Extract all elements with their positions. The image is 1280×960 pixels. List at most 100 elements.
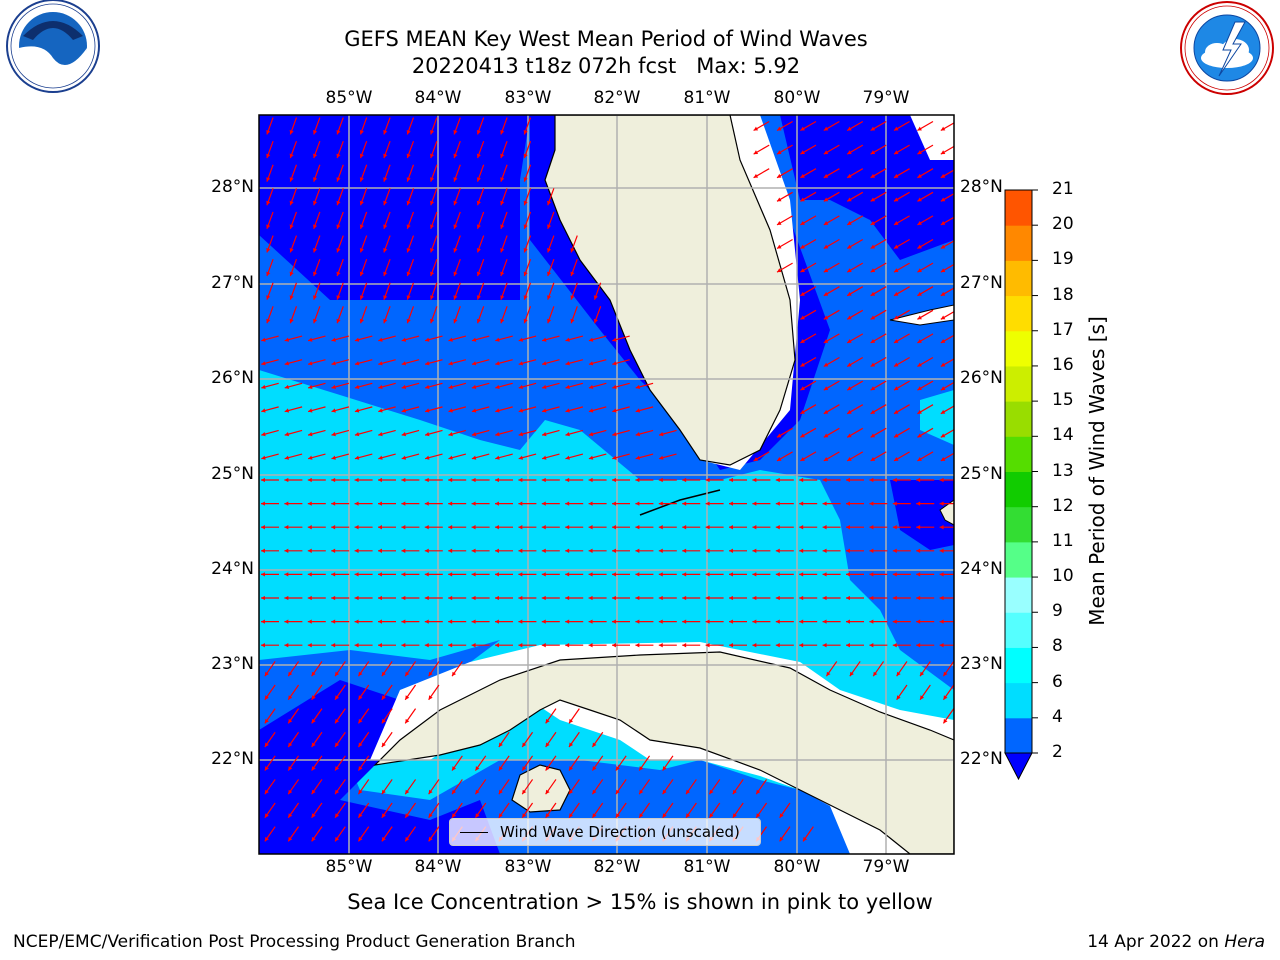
wave-arrow-head	[658, 619, 663, 624]
wave-arrow-head	[308, 384, 313, 389]
wave-arrow-head	[682, 477, 687, 483]
lon-tick-top: 85°W	[325, 88, 373, 108]
wave-arrow-head	[430, 295, 435, 300]
wave-arrow-head	[658, 501, 663, 506]
wave-arrow-head	[471, 455, 477, 460]
colorbar-title: Mean Period of Wind Waves [s]	[1085, 316, 1109, 626]
wave-arrow-head	[523, 200, 528, 206]
wave-arrow-head	[635, 455, 641, 460]
wave-arrow-head	[405, 836, 410, 842]
wave-arrow-head	[358, 813, 363, 818]
lat-tick-right: 22°N	[960, 749, 1003, 769]
colorbar-segment	[1005, 436, 1032, 472]
wave-arrow-head	[752, 477, 757, 483]
wave-arrow-head	[870, 409, 876, 414]
wave-arrow-head	[308, 337, 313, 342]
wave-arrow-head	[870, 386, 876, 391]
wave-arrow-head	[894, 244, 899, 249]
wave-arrow-head	[452, 671, 457, 677]
wave-arrow-head	[752, 548, 757, 553]
wave-arrow-head	[940, 386, 946, 391]
wave-arrow-head	[307, 477, 312, 483]
wave-arrow-head	[378, 361, 383, 366]
colorbar-tick-label: 2	[1052, 742, 1063, 762]
wave-arrow-head	[846, 643, 850, 648]
colorbar	[1004, 189, 1038, 781]
wave-arrow-head	[476, 271, 481, 277]
wave-arrow-head	[331, 643, 336, 648]
wave-arrow-head	[752, 501, 757, 506]
wave-arrow-head	[288, 789, 293, 795]
wave-arrow-head	[799, 501, 804, 506]
wave-arrow-head	[453, 224, 458, 229]
wave-arrow-head	[307, 572, 312, 577]
chart-title: GEFS MEAN Key West Mean Period of Wind W…	[344, 27, 868, 51]
wave-arrow-head	[869, 477, 874, 483]
wave-arrow-head	[430, 248, 435, 253]
wave-arrow-head	[311, 789, 316, 795]
wave-arrow-head	[523, 224, 528, 229]
wave-arrow-head	[940, 457, 946, 461]
wave-arrow-head	[777, 173, 782, 178]
wave-arrow-head	[425, 337, 430, 342]
wave-arrow-head	[588, 525, 593, 530]
wave-arrow-head	[498, 742, 503, 747]
wave-arrow-head	[822, 477, 827, 483]
wave-arrow-head	[849, 671, 854, 677]
wave-arrow-head	[892, 525, 897, 530]
wave-arrow-head	[266, 177, 271, 182]
wave-arrow-head	[358, 742, 363, 747]
colorbar-tick-label: 16	[1052, 354, 1074, 375]
wave-arrow-head	[870, 150, 876, 155]
wave-arrow-head	[266, 271, 271, 277]
wave-arrow-head	[612, 619, 616, 624]
wave-arrow-head	[448, 432, 453, 437]
wave-arrow-head	[425, 361, 430, 366]
legend-label: Wind Wave Direction (unscaled)	[500, 823, 740, 841]
wave-arrow-head	[406, 318, 411, 324]
colorbar-segment	[1005, 541, 1032, 578]
wave-arrow-head	[822, 643, 827, 648]
wave-arrow-head	[800, 244, 805, 249]
wave-arrow-head	[775, 501, 780, 506]
wave-arrow-head	[565, 619, 570, 624]
wave-arrow-head	[565, 477, 570, 483]
wave-arrow-head	[428, 671, 433, 677]
wave-arrow-head	[425, 455, 430, 460]
wave-arrow-head	[658, 595, 663, 601]
wave-arrow-head	[261, 619, 265, 624]
wave-arrow-head	[799, 619, 804, 624]
wave-arrow-head	[870, 362, 876, 367]
wave-arrow-head	[917, 268, 922, 273]
wave-arrow-head	[565, 408, 570, 413]
wave-arrow-head	[448, 455, 453, 460]
wave-arrow-head	[588, 477, 593, 483]
lon-tick-bottom: 85°W	[325, 857, 373, 877]
lon-tick-top: 81°W	[683, 88, 731, 108]
wave-arrow-head	[523, 318, 528, 324]
wave-arrow-head	[635, 477, 640, 483]
wave-arrow-head	[378, 337, 383, 342]
wave-arrow-head	[378, 619, 382, 624]
wave-arrow-head	[894, 362, 899, 367]
wave-arrow-head	[430, 177, 435, 182]
wave-arrow-head	[495, 619, 499, 624]
wave-arrow-head	[284, 548, 289, 553]
colorbar-tick-label: 9	[1052, 601, 1063, 622]
wave-arrow-head	[777, 244, 782, 249]
wave-arrow-head	[823, 457, 829, 461]
wave-arrow-head	[612, 643, 616, 648]
wave-arrow-head	[752, 643, 757, 648]
wave-arrow-head	[870, 268, 876, 273]
wave-arrow-head	[920, 695, 925, 700]
wave-arrow-head	[541, 501, 546, 506]
wave-arrow-head	[940, 433, 946, 438]
wave-arrow-head	[894, 457, 899, 461]
wave-arrow-head	[569, 742, 574, 747]
legend: Wind Wave Direction (unscaled)	[449, 818, 761, 846]
wave-arrow-head	[430, 153, 435, 159]
wave-arrow-head	[917, 339, 922, 343]
colorbar-tick-label: 6	[1052, 671, 1063, 692]
wave-arrow-head	[261, 501, 265, 506]
wave-arrow-head	[383, 248, 388, 253]
